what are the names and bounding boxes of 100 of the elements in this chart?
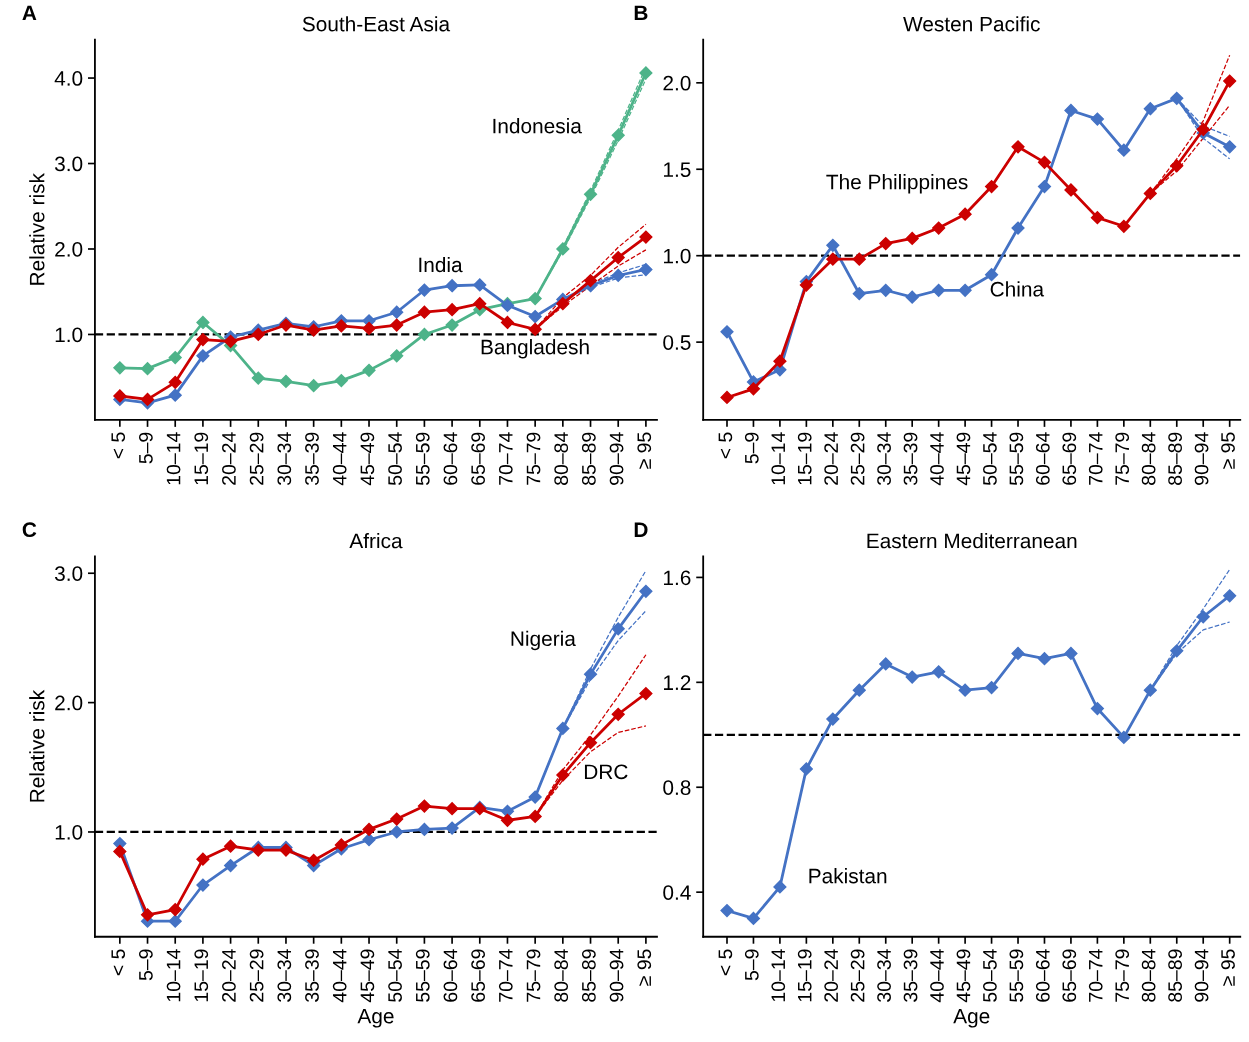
x-tick-label: 90–94	[609, 432, 624, 485]
x-tick-label: 30–34	[877, 949, 891, 1002]
x-tick-label: ≥ 95	[1221, 432, 1235, 469]
x-tick-label: 90–94	[609, 949, 624, 1002]
y-tick-label: 0.4	[663, 885, 691, 900]
x-tick-label: 10–14	[771, 949, 786, 1002]
x-tick-label: 20–24	[824, 949, 839, 1002]
x-tick-label: 45–49	[360, 949, 375, 1003]
y-tick-label: 2.0	[55, 695, 83, 711]
x-tick-label: 55–59	[415, 949, 430, 1002]
x-tick-label: 20–24	[222, 949, 236, 1002]
x-tick-label: 85–89	[581, 949, 596, 1002]
x-tick-label: 65–69	[1062, 432, 1077, 485]
x-tick-label: 60–64	[1035, 432, 1050, 485]
x-tick-label: 35–39	[305, 949, 319, 1002]
x-tick-label: 50–54	[983, 432, 997, 486]
x-tick-label: 10–14	[166, 949, 181, 1002]
series-label: Nigeria	[511, 630, 576, 651]
x-tick-label: 70–74	[498, 432, 513, 485]
y-tick-label: 2.0	[55, 241, 83, 257]
x-tick-label: 45–49	[956, 949, 971, 1003]
y-tick-label: 1.5	[664, 162, 691, 178]
y-tick-label: 1.0	[55, 327, 83, 343]
x-tick-label: 5–9	[138, 432, 153, 464]
text: C	[22, 522, 37, 538]
x-tick-label: 45–49	[360, 432, 375, 486]
x-tick-label: 85–89	[1168, 949, 1182, 1002]
x-tick-label: 35–39	[903, 949, 918, 1002]
chart-title: Westen Pacific	[903, 16, 1040, 32]
x-tick-label: 75–79	[526, 432, 541, 485]
x-tick-label: ≥ 95	[637, 949, 652, 986]
x-tick-label: 60–64	[1035, 949, 1050, 1002]
x-axis-title: Age	[953, 1008, 990, 1028]
x-tick-label: 10–14	[771, 432, 786, 485]
chart-title: South-East Asia	[302, 16, 451, 32]
x-tick-label: 15–19	[194, 432, 209, 485]
x-tick-label: 80–84	[1141, 949, 1156, 1002]
x-tick-label: 25–29	[850, 432, 865, 485]
x-tick-label: 40–44	[332, 949, 347, 1003]
x-tick-label: 20–24	[222, 432, 236, 485]
x-tick-label: 60–64	[443, 949, 458, 1002]
x-tick-label: ≥ 95	[1221, 949, 1235, 986]
y-tick-label: 0.8	[663, 780, 691, 795]
x-tick-label: < 5	[718, 432, 733, 459]
x-tick-label: 5–9	[138, 949, 153, 981]
text: B	[634, 5, 648, 21]
y-tick-label: 3.0	[54, 566, 83, 581]
x-tick-label: 25–29	[249, 949, 264, 1002]
text: A	[22, 5, 37, 21]
y-tick-label: 1.0	[55, 824, 83, 840]
x-tick-label: 70–74	[1088, 432, 1103, 485]
x-tick-label: 40–44	[930, 949, 944, 1003]
x-tick-label: < 5	[111, 949, 126, 976]
x-tick-label: 65–69	[471, 949, 485, 1002]
x-tick-label: < 5	[111, 432, 126, 459]
x-tick-label: 50–54	[983, 949, 997, 1002]
chart-title: Africa	[349, 533, 403, 549]
series-label: Bangladesh	[481, 339, 589, 359]
y-tick-label: 1.0	[664, 248, 691, 264]
x-tick-label: 90–94	[1194, 949, 1209, 1002]
x-tick-label: 50–54	[388, 432, 402, 486]
x-tick-label: 70–74	[1088, 949, 1103, 1002]
x-tick-label: 55–59	[415, 432, 430, 486]
x-tick-label: 15–19	[797, 949, 812, 1002]
x-tick-label: 90–94	[1194, 432, 1209, 485]
x-tick-label: 65–69	[1062, 949, 1077, 1002]
chart-title: Eastern Mediterranean	[867, 533, 1077, 549]
y-tick-label: 1.6	[664, 570, 691, 586]
x-tick-label: 15–19	[797, 432, 812, 485]
x-tick-label: < 5	[718, 949, 733, 976]
x-tick-label: 85–89	[1168, 432, 1182, 485]
y-tick-label: 2.0	[663, 75, 691, 91]
x-tick-label: ≥ 95	[637, 432, 652, 469]
x-axis-title: Age	[357, 1008, 394, 1028]
x-tick-label: 80–84	[1141, 432, 1156, 485]
x-tick-label: 35–39	[903, 432, 918, 486]
x-tick-label: 25–29	[249, 432, 264, 485]
text: D	[634, 522, 648, 537]
x-tick-label: 80–84	[554, 432, 569, 485]
x-tick-label: 50–54	[388, 949, 402, 1002]
x-tick-label: 25–29	[850, 949, 865, 1002]
x-tick-label: 30–34	[277, 949, 292, 1002]
x-tick-label: 30–34	[877, 432, 891, 486]
y-axis-title: Relative risk	[29, 689, 45, 802]
x-tick-label: 45–49	[956, 432, 971, 486]
y-tick-label: 1.2	[664, 675, 691, 690]
x-tick-label: 40–44	[930, 432, 944, 486]
series-label: The Philippines	[826, 174, 968, 194]
y-tick-label: 0.5	[663, 335, 691, 350]
x-tick-label: 70–74	[498, 949, 513, 1002]
x-tick-label: 5–9	[744, 432, 759, 464]
series-label: Pakistan	[809, 868, 887, 884]
x-tick-label: 75–79	[1115, 949, 1130, 1002]
series-label: Indonesia	[493, 118, 582, 134]
x-tick-label: 80–84	[554, 949, 569, 1002]
x-tick-label: 40–44	[332, 432, 347, 486]
x-tick-label: 10–14	[166, 432, 181, 485]
x-tick-label: 15–19	[194, 949, 209, 1002]
y-tick-label: 4.0	[54, 71, 83, 86]
x-tick-label: 35–39	[305, 432, 319, 486]
